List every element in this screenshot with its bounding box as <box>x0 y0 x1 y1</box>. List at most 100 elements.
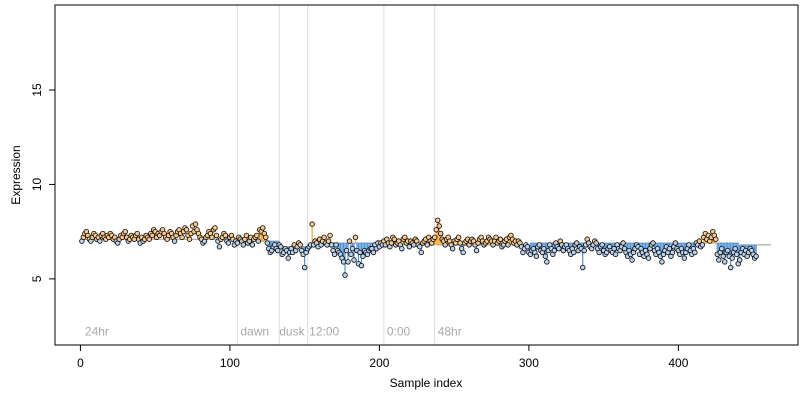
data-point <box>713 236 719 242</box>
data-point <box>399 245 405 252</box>
data-point <box>417 244 423 250</box>
data-point <box>432 234 438 241</box>
data-point <box>729 255 735 261</box>
data-point <box>536 242 543 248</box>
data-point <box>596 249 602 256</box>
data-point <box>686 242 692 248</box>
data-point <box>442 242 448 248</box>
data-point <box>544 259 550 265</box>
data-point <box>659 259 665 265</box>
data-point <box>327 232 333 239</box>
data-point <box>593 240 599 246</box>
data-point <box>391 236 398 242</box>
data-point <box>524 244 531 250</box>
data-point <box>222 232 229 239</box>
data-point <box>97 238 103 244</box>
data-point <box>301 264 308 271</box>
data-point <box>328 242 335 248</box>
data-point <box>402 234 408 241</box>
data-point <box>460 249 466 256</box>
data-point <box>345 259 351 265</box>
data-point <box>297 242 303 248</box>
data-point <box>260 225 266 231</box>
data-point <box>435 217 441 224</box>
data-point <box>436 223 442 229</box>
data-point <box>343 247 350 254</box>
data-point <box>278 244 284 250</box>
data-point <box>357 249 363 256</box>
region-label: 12:00 <box>309 325 339 339</box>
plot-frame <box>54 4 799 346</box>
data-point <box>533 253 540 259</box>
data-point <box>225 240 232 246</box>
region-label: 48hr <box>438 325 462 339</box>
data-point <box>321 234 327 241</box>
data-point <box>234 240 241 246</box>
data-point <box>722 259 728 265</box>
data-point <box>736 257 743 263</box>
data-point <box>340 259 347 265</box>
x-tick-label: 200 <box>369 356 389 370</box>
data-point <box>240 242 247 248</box>
y-axis: 5 10 15 <box>30 83 56 282</box>
data-point <box>725 247 731 254</box>
data-point <box>541 245 547 252</box>
data-point <box>696 238 703 244</box>
x-tick-label: 0 <box>77 356 84 370</box>
data-point <box>122 228 128 235</box>
data-point <box>599 242 605 248</box>
data-point <box>370 249 377 256</box>
region-label: dawn <box>240 325 269 339</box>
data-point <box>255 238 262 244</box>
data-point <box>352 234 359 241</box>
data-point <box>728 264 734 271</box>
data-point <box>581 247 587 254</box>
data-point <box>418 249 424 256</box>
data-point <box>209 234 215 241</box>
y-tick-label: 10 <box>30 177 44 191</box>
data-point <box>342 272 348 278</box>
data-point <box>497 236 504 242</box>
data-point <box>171 238 178 244</box>
data-point <box>146 236 152 242</box>
data-point <box>213 232 220 239</box>
data-point <box>699 242 706 248</box>
data-point <box>650 240 656 246</box>
data-point <box>349 245 356 252</box>
guide-lines <box>236 5 436 345</box>
data-point <box>672 240 679 246</box>
data-point <box>455 234 462 241</box>
x-tick-label: 300 <box>519 356 539 370</box>
x-axis-title: Sample index <box>390 376 463 390</box>
data-point <box>669 249 676 256</box>
data-point <box>263 234 269 241</box>
data-point <box>325 238 332 244</box>
data-point <box>720 253 726 259</box>
data-point <box>388 240 395 246</box>
data-point <box>285 255 291 261</box>
x-tick-label: 100 <box>220 356 240 370</box>
data-point <box>134 230 140 237</box>
data-point <box>192 221 199 227</box>
data-point <box>333 242 339 248</box>
data-point <box>406 244 413 250</box>
data-point <box>493 234 499 241</box>
data-point <box>574 240 580 246</box>
data-point <box>734 251 740 258</box>
data-point <box>243 232 250 239</box>
data-point <box>186 236 193 242</box>
data-point <box>681 255 688 261</box>
y-tick-label: 15 <box>30 83 44 97</box>
data-point <box>309 221 315 227</box>
data-point <box>732 245 738 252</box>
data-point <box>424 242 430 248</box>
data-point <box>179 234 185 241</box>
data-point <box>719 245 725 252</box>
data-point <box>571 249 577 256</box>
data-point <box>620 240 626 246</box>
data-point <box>716 257 722 263</box>
data-point <box>275 247 281 254</box>
data-point <box>346 238 353 244</box>
data-point <box>264 240 270 246</box>
